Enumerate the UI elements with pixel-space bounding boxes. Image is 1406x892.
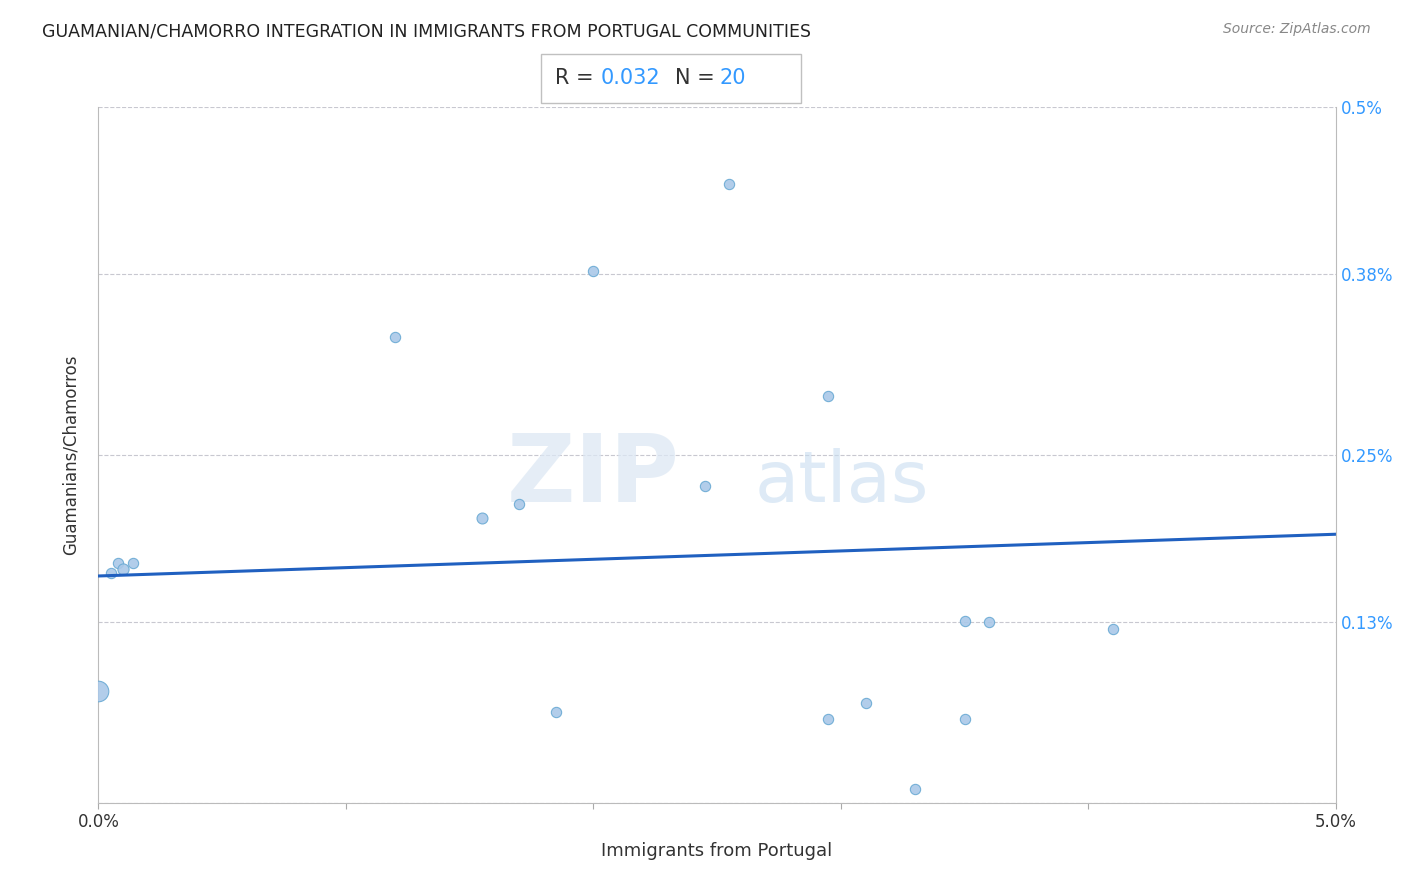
Point xyxy=(817,389,839,403)
Text: ZIP: ZIP xyxy=(508,430,681,522)
Point xyxy=(100,566,122,581)
Point xyxy=(855,696,877,710)
Text: 20: 20 xyxy=(720,68,747,88)
Text: GUAMANIAN/CHAMORRO INTEGRATION IN IMMIGRANTS FROM PORTUGAL COMMUNITIES: GUAMANIAN/CHAMORRO INTEGRATION IN IMMIGR… xyxy=(42,22,811,40)
Point xyxy=(817,712,839,726)
Text: 0.032: 0.032 xyxy=(600,68,659,88)
Point xyxy=(546,706,568,720)
Point xyxy=(384,329,406,343)
X-axis label: Immigrants from Portugal: Immigrants from Portugal xyxy=(602,842,832,860)
Point xyxy=(979,615,1001,629)
Point xyxy=(953,712,976,726)
Point xyxy=(87,684,110,698)
Text: Source: ZipAtlas.com: Source: ZipAtlas.com xyxy=(1223,22,1371,37)
Point xyxy=(582,264,605,278)
Point xyxy=(112,562,135,576)
Y-axis label: Guamanians/Chamorros: Guamanians/Chamorros xyxy=(62,355,80,555)
Text: atlas: atlas xyxy=(754,449,928,517)
Text: R =: R = xyxy=(555,68,600,88)
Point xyxy=(508,497,530,511)
Point xyxy=(471,510,494,524)
Point xyxy=(953,614,976,628)
Point xyxy=(107,557,129,571)
Point xyxy=(1102,622,1125,636)
Point xyxy=(718,177,741,191)
Point xyxy=(122,557,145,571)
Point xyxy=(904,781,927,796)
Point xyxy=(693,478,716,492)
Text: N =: N = xyxy=(675,68,721,88)
